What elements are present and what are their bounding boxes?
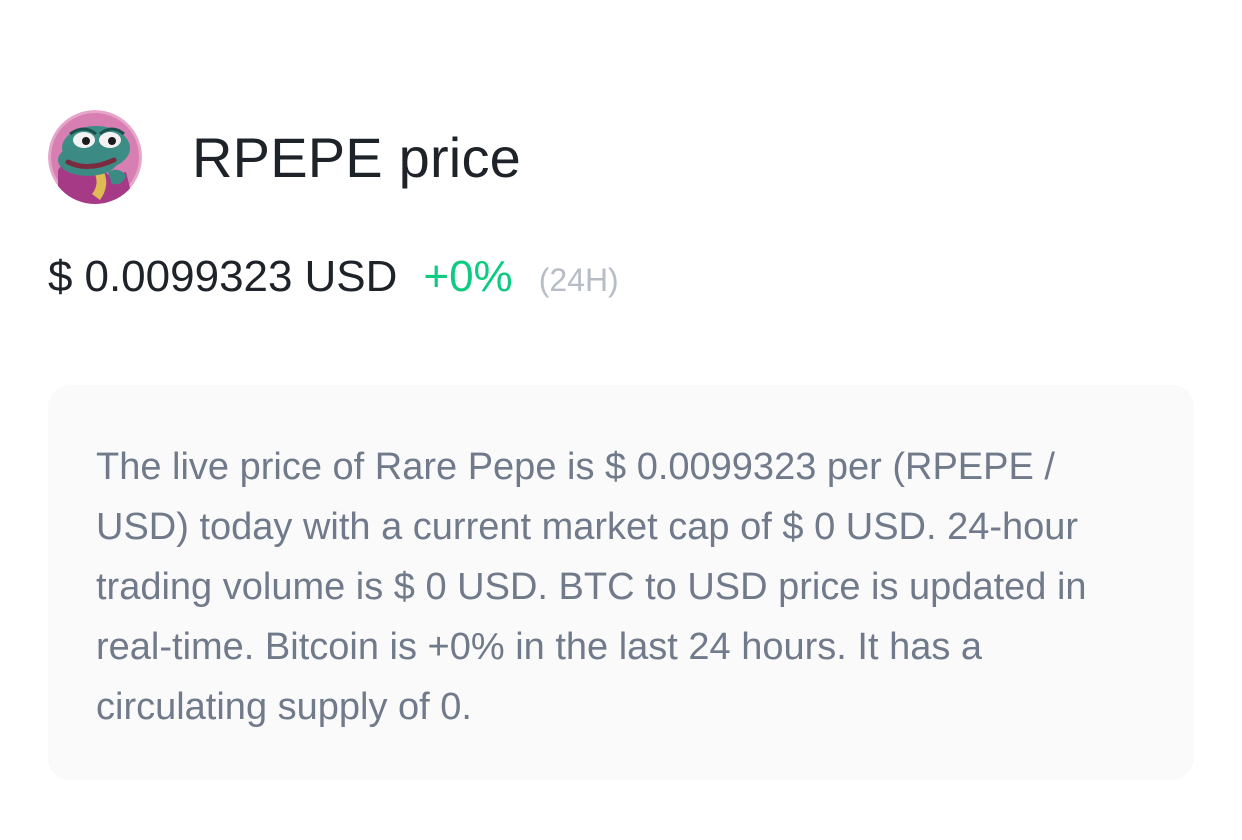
price-currency-symbol: $ — [48, 252, 73, 301]
coin-header: RPEPE price — [48, 110, 521, 204]
price-unit: USD — [304, 252, 398, 301]
price-description-text: The live price of Rare Pepe is $ 0.00993… — [96, 446, 1087, 728]
price-value: 0.0099323 — [84, 252, 293, 301]
page-title: RPEPE price — [192, 125, 521, 189]
price-description-card: The live price of Rare Pepe is $ 0.00993… — [48, 385, 1194, 780]
price-change-24h: +0% — [423, 252, 513, 301]
price-change-period: (24H) — [538, 262, 619, 298]
rare-pepe-frog-icon — [48, 110, 142, 204]
price-summary: $ 0.0099323 USD +0% (24H) — [48, 252, 619, 302]
